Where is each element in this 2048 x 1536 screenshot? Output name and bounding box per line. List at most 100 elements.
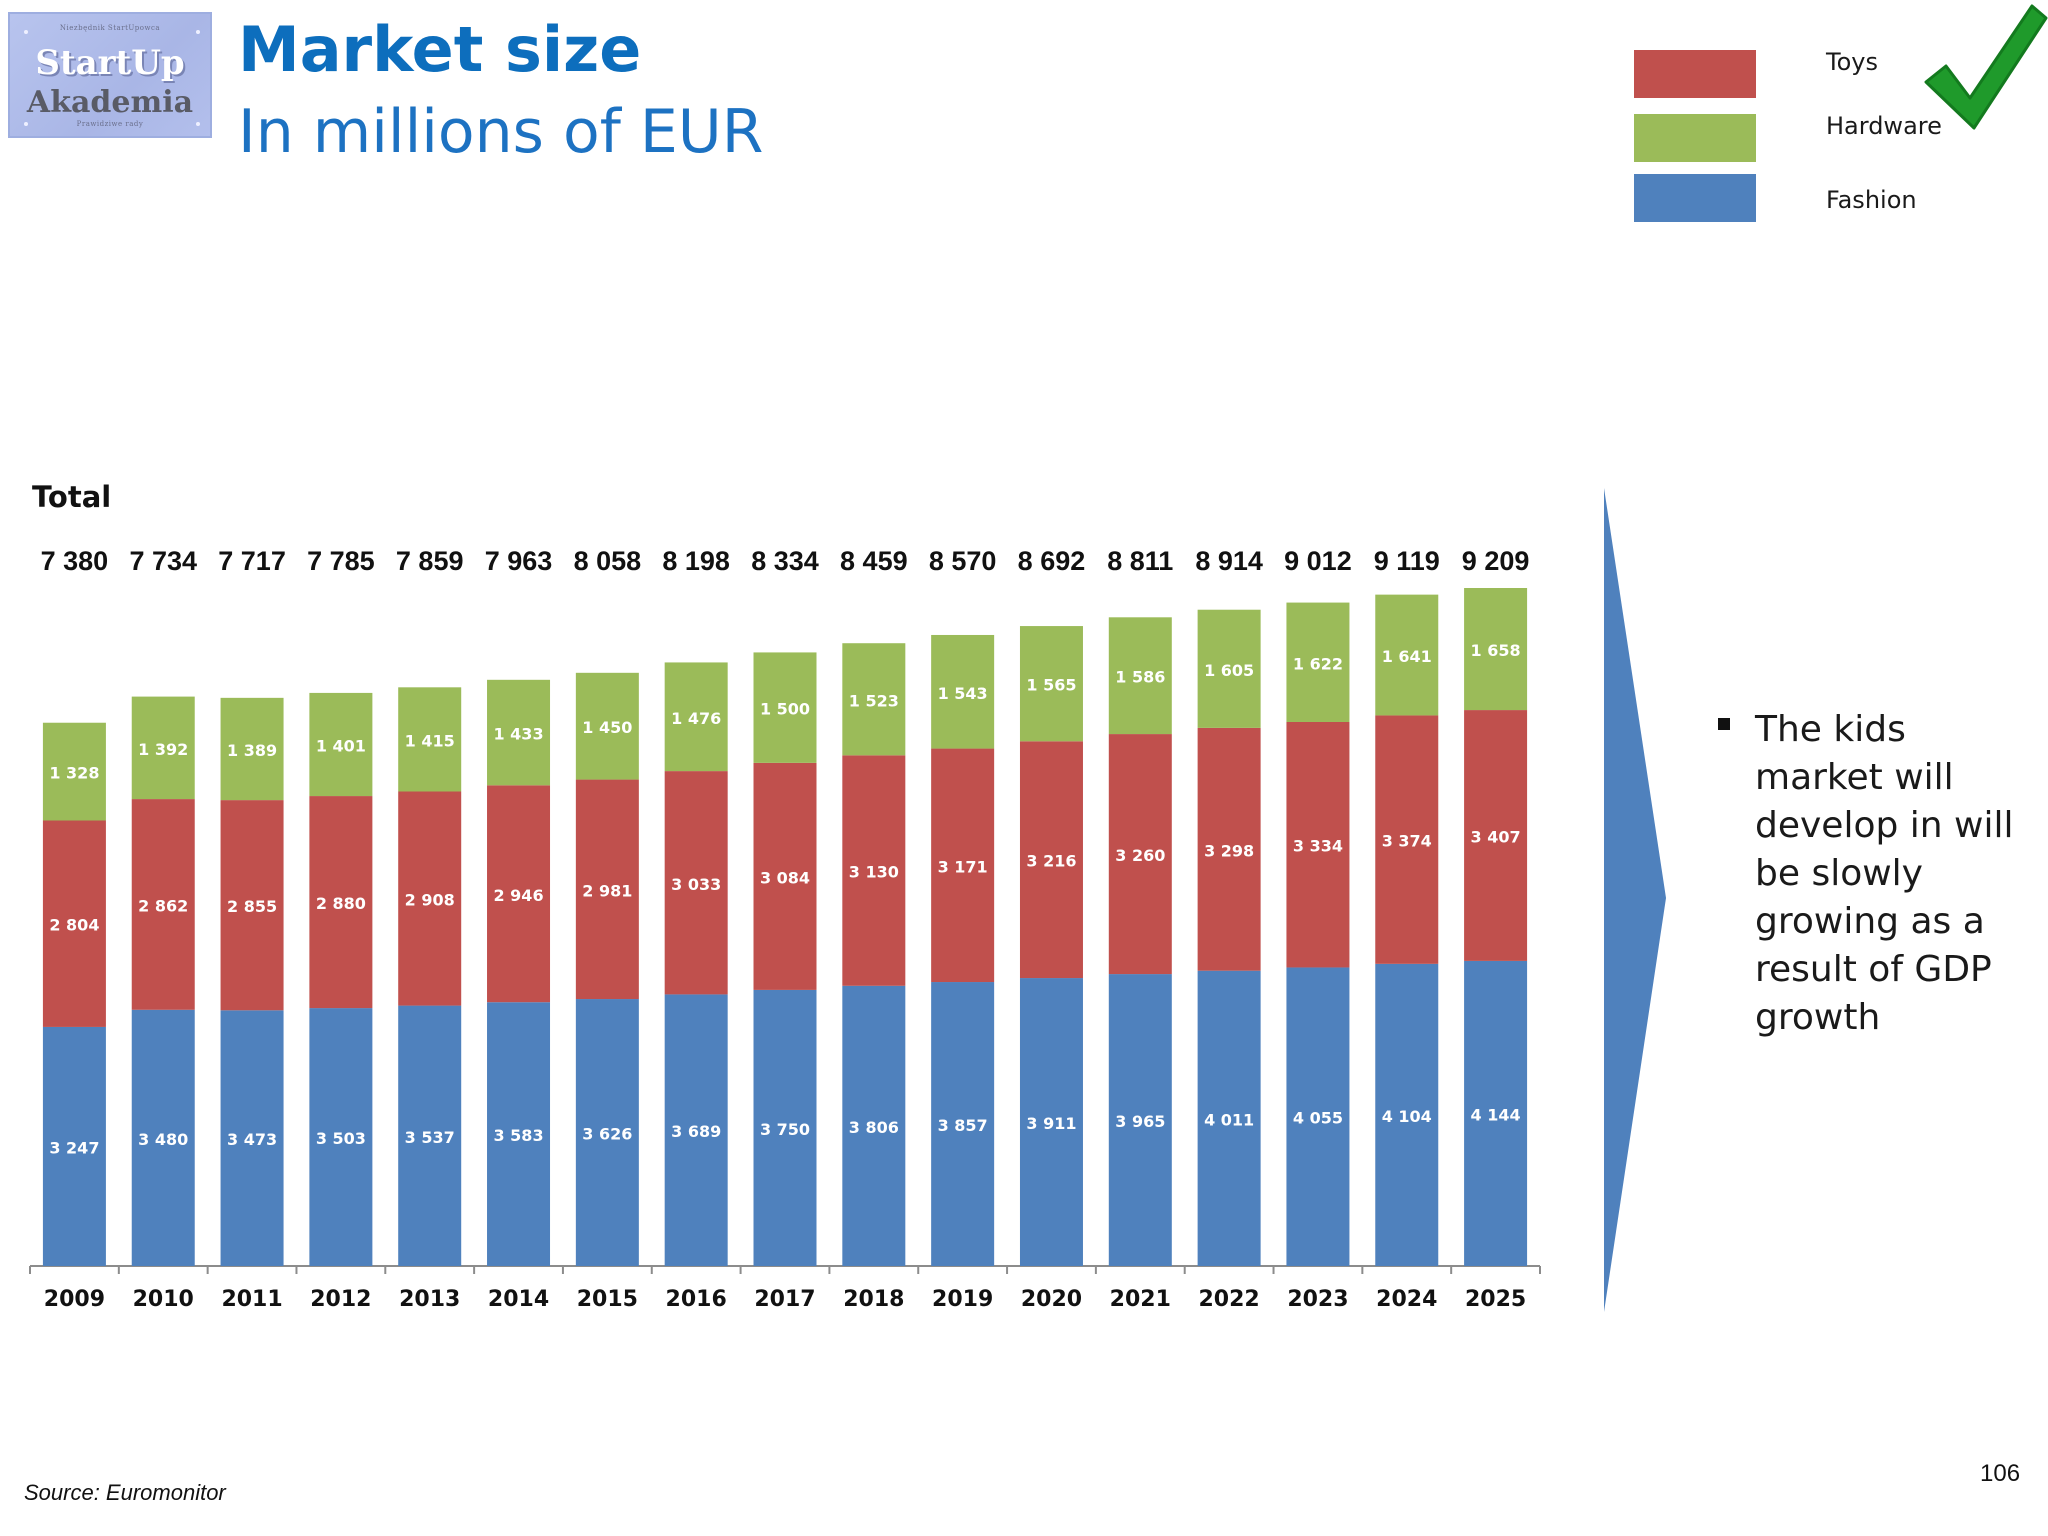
startup-akademia-logo: Niezbędnik StartUpowca StartUp Akademia … (8, 12, 212, 138)
bullet-icon (1718, 718, 1730, 730)
data-label-hardware-2010: 1 392 (138, 740, 188, 759)
bar-fashion-2023 (1286, 967, 1350, 1266)
data-label-fashion-2014: 3 583 (493, 1126, 543, 1145)
bar-hardware-2023 (1286, 602, 1350, 722)
data-label-fashion-2024: 4 104 (1382, 1107, 1432, 1126)
bar-fashion-2018 (842, 985, 906, 1266)
bar-hardware-2022 (1197, 609, 1261, 728)
data-label-hardware-2022: 1 605 (1204, 661, 1254, 680)
bar-fashion-2020 (1019, 978, 1083, 1266)
x-tick-label-2012: 2012 (310, 1287, 371, 1312)
x-tick-label-2016: 2016 (666, 1287, 727, 1312)
data-label-fashion-2018: 3 806 (849, 1118, 899, 1137)
data-label-toys-2022: 3 298 (1204, 841, 1254, 860)
data-label-toys-2025: 3 407 (1471, 827, 1521, 846)
note-text: The kids market will develop in will be … (1755, 709, 2014, 1038)
data-label-toys-2017: 3 084 (760, 868, 810, 887)
x-tick-label-2023: 2023 (1287, 1287, 1348, 1312)
total-value-2021: 8 811 (1107, 546, 1173, 576)
bar-fashion-2012 (309, 1008, 373, 1266)
total-value-2018: 8 459 (840, 546, 908, 576)
page-subtitle: In millions of EUR (238, 97, 764, 167)
page-title: Market size (238, 13, 642, 86)
bar-hardware-2016 (664, 662, 728, 772)
bar-toys-2025 (1464, 710, 1528, 961)
bar-toys-2013 (398, 791, 462, 1006)
x-tick-label-2014: 2014 (488, 1287, 549, 1312)
bar-toys-2009 (42, 820, 106, 1027)
x-tick-label-2025: 2025 (1465, 1287, 1526, 1312)
data-label-hardware-2018: 1 523 (849, 691, 899, 710)
logo-dot (24, 122, 28, 126)
logo-top-text: Niezbędnik StartUpowca (59, 24, 161, 32)
data-label-toys-2012: 2 880 (316, 894, 366, 913)
data-label-toys-2011: 2 855 (227, 897, 277, 916)
total-value-2011: 7 717 (218, 546, 286, 576)
total-value-2016: 8 198 (662, 546, 730, 576)
total-value-2025: 9 209 (1462, 546, 1530, 576)
bar-fashion-2017 (753, 989, 817, 1266)
total-value-2023: 9 012 (1284, 546, 1352, 576)
bar-fashion-2019 (931, 982, 995, 1266)
total-label: Total (32, 480, 112, 514)
data-label-toys-2019: 3 171 (938, 857, 988, 876)
bar-toys-2010 (131, 799, 195, 1010)
bar-hardware-2009 (42, 722, 106, 821)
data-label-fashion-2025: 4 144 (1471, 1105, 1521, 1124)
bar-hardware-2010 (131, 696, 195, 800)
legend-swatch-hardware (1634, 114, 1756, 162)
data-label-fashion-2023: 4 055 (1293, 1109, 1343, 1128)
data-label-toys-2010: 2 862 (138, 896, 188, 915)
data-label-hardware-2019: 1 543 (938, 684, 988, 703)
x-tick-label-2024: 2024 (1376, 1287, 1437, 1312)
total-value-2020: 8 692 (1018, 546, 1086, 576)
data-label-toys-2014: 2 946 (493, 886, 543, 905)
bar-fashion-2009 (42, 1026, 106, 1266)
data-label-fashion-2016: 3 689 (671, 1122, 721, 1141)
bar-hardware-2015 (575, 672, 639, 780)
bar-fashion-2011 (220, 1010, 284, 1266)
bar-toys-2012 (309, 796, 373, 1009)
bar-hardware-2024 (1375, 594, 1439, 716)
bar-toys-2019 (931, 748, 995, 983)
total-value-2024: 9 119 (1374, 546, 1440, 576)
data-label-hardware-2012: 1 401 (316, 736, 366, 755)
total-value-2019: 8 570 (929, 546, 997, 576)
x-tick-label-2021: 2021 (1110, 1287, 1171, 1312)
data-label-hardware-2015: 1 450 (582, 718, 632, 737)
logo-line1: StartUp (35, 43, 185, 83)
data-label-fashion-2015: 3 626 (582, 1125, 632, 1144)
bar-toys-2021 (1108, 734, 1172, 975)
bar-hardware-2011 (220, 697, 284, 801)
total-value-2022: 8 914 (1195, 546, 1263, 576)
legend-label-fashion: Fashion (1826, 186, 1917, 214)
bar-toys-2022 (1197, 727, 1261, 971)
data-label-fashion-2019: 3 857 (938, 1116, 988, 1135)
bar-toys-2014 (487, 785, 551, 1003)
total-value-2013: 7 859 (396, 546, 464, 576)
bar-toys-2020 (1019, 741, 1083, 979)
green-checkmark-icon (1924, 4, 2048, 130)
bar-fashion-2016 (664, 994, 728, 1266)
bar-hardware-2019 (931, 634, 995, 749)
bar-hardware-2018 (842, 643, 906, 756)
logo-dot (24, 30, 28, 34)
total-value-2017: 8 334 (751, 546, 819, 576)
bar-fashion-2022 (1197, 970, 1261, 1266)
legend-swatch-fashion (1634, 174, 1756, 222)
data-label-toys-2024: 3 374 (1382, 832, 1432, 851)
bar-hardware-2021 (1108, 617, 1172, 735)
data-label-fashion-2017: 3 750 (760, 1120, 810, 1139)
data-label-fashion-2009: 3 247 (49, 1138, 99, 1157)
page-number: 106 (1980, 1460, 2021, 1487)
data-label-hardware-2014: 1 433 (493, 725, 543, 744)
bar-hardware-2014 (487, 679, 551, 786)
bar-fashion-2024 (1375, 963, 1439, 1266)
total-value-2012: 7 785 (307, 546, 375, 576)
bar-toys-2018 (842, 755, 906, 986)
bar-hardware-2013 (398, 687, 462, 792)
x-tick-label-2022: 2022 (1199, 1287, 1260, 1312)
data-label-fashion-2012: 3 503 (316, 1129, 366, 1148)
legend-label-hardware: Hardware (1826, 112, 1942, 140)
